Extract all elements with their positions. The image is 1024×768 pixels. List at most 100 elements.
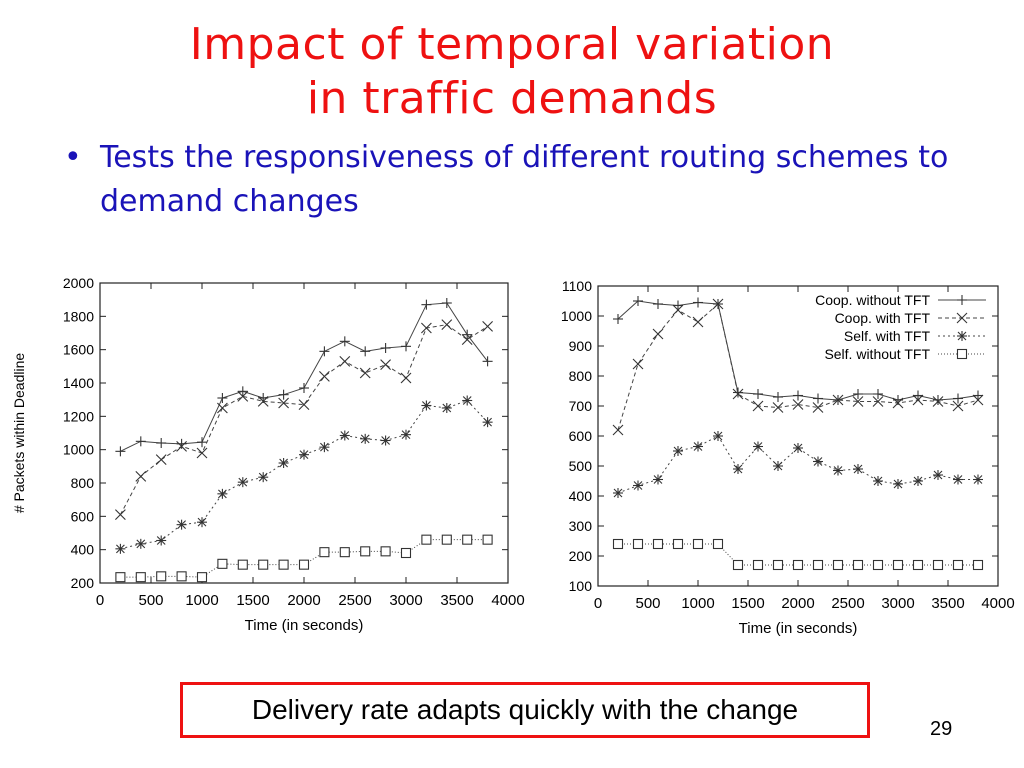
right-chart-legend-marker (956, 312, 968, 324)
left-chart-series-self-with-tft (115, 395, 493, 554)
right-chart-series-coop-without-tft-point (953, 393, 963, 404)
right-chart-y-tick-label: 300 (569, 518, 593, 534)
left-chart-series-coop-with-tft-point (237, 390, 249, 402)
right-chart-x-tick-label: 3000 (881, 595, 914, 612)
left-chart-series-coop-with-tft-point (339, 355, 351, 367)
left-chart-y-tick-label: 1800 (63, 308, 94, 324)
left-chart-series-coop-with-tft-point (155, 454, 167, 466)
right-chart-y-tick-label: 500 (569, 458, 593, 474)
left-chart-x-tick-label: 3500 (440, 592, 473, 609)
left-chart-series-self-without-tft-point (298, 559, 310, 570)
right-chart-legend-label: Coop. without TFT (815, 292, 930, 308)
right-chart-series-self-without-tft-point (812, 559, 824, 571)
right-chart-series-coop-with-tft-point (812, 402, 824, 413)
right-chart-series-coop-with-tft-point (952, 400, 964, 412)
left-chart-series-self-with-tft-point (401, 429, 411, 440)
right-chart-series-coop-with-tft-point (872, 396, 884, 407)
right-chart-legend-label: Self. without TFT (824, 346, 930, 362)
right-chart-series-coop-with-tft-point (672, 304, 684, 316)
right-chart-y-tick-label: 900 (569, 338, 593, 354)
left-chart-series-self-with-tft-point (156, 535, 167, 546)
left-chart-series-coop-without-tft-point (237, 386, 248, 397)
right-chart-x-tick-label: 1500 (731, 595, 764, 612)
left-chart-series-coop-without-tft-point (339, 336, 350, 347)
left-chart-series-self-without-tft-point (360, 546, 371, 557)
right-chart-series-coop-without-tft-point (613, 314, 623, 324)
left-chart-series-coop-with-tft-point (217, 402, 228, 414)
left-chart-series-self-without-tft-point (400, 547, 412, 559)
left-chart-series-self-with-tft-point (115, 543, 126, 554)
right-chart-series-coop-with-tft-point (912, 394, 924, 406)
left-chart-series-coop-without-tft-point (115, 446, 126, 457)
left-chart-series-coop-without-tft-point (401, 341, 411, 352)
left-chart-series-coop-with-tft-point (441, 319, 453, 331)
right-chart-legend-marker (957, 295, 967, 305)
right-chart-series-coop-without-tft-point (753, 389, 763, 399)
left-chart-series-coop-with-tft-point (196, 447, 208, 459)
right-chart-series-self-without-tft-point (732, 559, 744, 571)
left-chart-series-coop-with-tft-point (461, 334, 473, 346)
left-chart-series-coop-with-tft-point (319, 370, 330, 382)
left-chart-x-tick-label: 2500 (338, 592, 371, 609)
left-chart-x-tick-label: 4000 (491, 592, 524, 609)
right-chart-series-coop-without-tft (613, 296, 983, 405)
left-chart-series-coop-without-tft (115, 298, 493, 457)
left-chart-series-self-without-tft-line (120, 539, 488, 578)
right-chart-series-self-without-tft-point (632, 538, 644, 550)
right-chart-series-self-with-tft-point (653, 474, 663, 485)
chart-packets-vs-time-left: 200 400 600 800 1000 1200 1400 1600 1800 2000 0 500… (8, 268, 528, 648)
left-chart-series-self-with-tft-point (176, 519, 187, 530)
left-chart-x-tick-label: 1000 (185, 592, 218, 609)
left-chart-x-axis-label: Time (in seconds) (245, 617, 364, 634)
left-chart-series-coop-without-tft-point (441, 298, 452, 308)
right-chart-y-tick-label: 400 (569, 488, 593, 504)
left-chart-series-self-without-tft-point (258, 559, 269, 570)
right-chart-series-self-with-tft-point (733, 464, 743, 474)
right-chart-x-tick-label: 4000 (981, 595, 1014, 612)
left-chart-series-self-without-tft-point (421, 534, 432, 545)
page-number: 29 (930, 718, 953, 740)
right-chart-legend-label: Self. with TFT (844, 328, 931, 344)
chart-packets-vs-time-right: 100 200 300 400 500 600 700 800 900 1000 1100 0 500 1… (540, 268, 1024, 648)
right-chart-series-self-with-tft-point (633, 480, 643, 491)
left-chart-series-self-with-tft-point (360, 433, 371, 444)
right-chart-series-self-without-tft-point (712, 538, 724, 550)
right-chart-series-self-without-tft-point (872, 559, 884, 571)
left-chart-series-coop-without-tft-point (197, 437, 207, 448)
left-chart-series-self-without-tft-point (482, 534, 493, 545)
left-chart-y-tick-label: 2000 (63, 275, 94, 291)
left-chart-series-coop-with-tft-point (482, 320, 493, 332)
right-chart-series-self-with-tft-point (933, 470, 943, 480)
left-chart-series-self-without-tft (115, 534, 493, 583)
right-chart-series-self-without-tft-point (972, 559, 984, 571)
callout-text: Delivery rate adapts quickly with the ch… (251, 694, 799, 725)
left-chart-series-coop-without-tft-point (217, 393, 228, 403)
left-chart-series-coop-with-tft-point (400, 372, 412, 384)
right-chart-series-self-with-tft (613, 431, 983, 498)
right-chart-series-self-without-tft-point (832, 559, 844, 571)
right-chart-series-coop-with-tft-point (632, 358, 644, 370)
left-chart-series-coop-without-tft-line (120, 302, 488, 452)
right-chart-y-tick-label: 100 (569, 578, 593, 594)
right-chart-series-coop-with-tft-point (652, 328, 664, 340)
left-chart-series-self-with-tft-point (299, 449, 309, 460)
left-chart-series-self-without-tft-point (115, 572, 126, 583)
right-chart-series-coop-with-tft-point (892, 397, 904, 409)
right-chart-x-tick-label: 3500 (931, 595, 964, 612)
right-chart-series-coop-with-tft-point (932, 396, 944, 407)
left-chart-series-coop-without-tft-point (360, 346, 371, 357)
left-chart-series-coop-with-tft-point (278, 397, 289, 409)
left-chart-series-coop-with-tft-point (176, 440, 187, 452)
slide-title: Impact of temporal variation in traffic … (0, 18, 1024, 126)
right-chart-series-coop-without-tft-point (813, 393, 823, 404)
left-chart-series-self-without-tft-point (380, 546, 391, 557)
left-chart-series-self-without-tft-point (462, 534, 473, 545)
left-chart-series-coop-without-tft-point (278, 389, 289, 400)
left-chart-series-coop-without-tft-point (156, 438, 167, 448)
right-chart-y-tick-label: 1000 (561, 308, 592, 324)
left-chart-series-self-with-tft-point (339, 430, 350, 441)
left-chart-series-self-without-tft-point (135, 572, 146, 583)
right-chart-series-coop-with-tft-point (752, 400, 764, 412)
right-chart-series-coop-with-tft-point (972, 394, 984, 406)
right-chart-series-self-without-tft-point (952, 559, 964, 571)
